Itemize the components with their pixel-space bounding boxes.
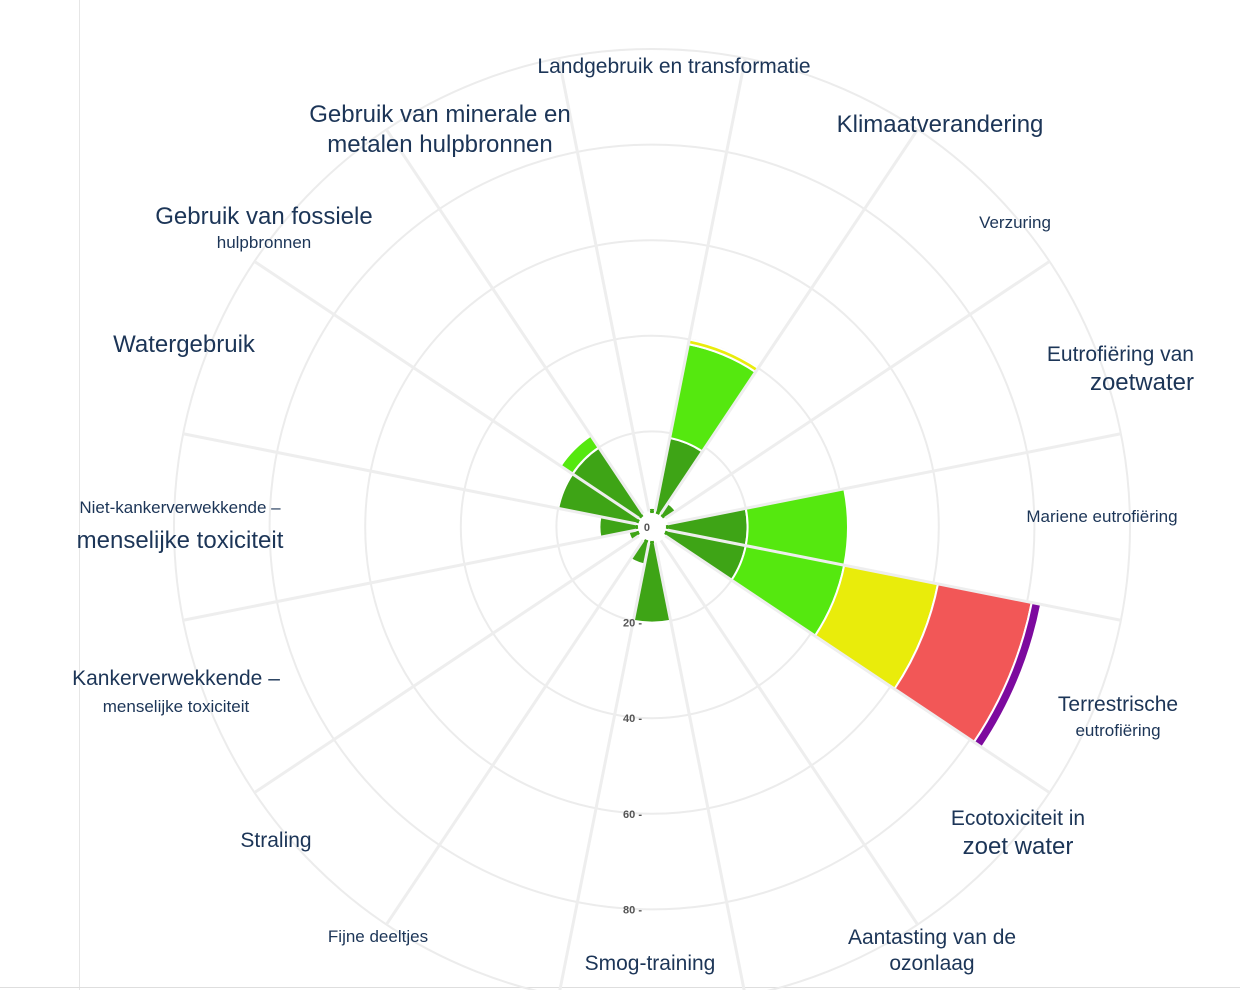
spoke-line [664,534,1051,794]
spoke-line [182,432,637,526]
spoke-line [182,528,637,622]
category-label-ecotoxiciteit: Ecotoxiciteit in zoet water [950,807,1086,861]
page-left-rule [79,0,80,990]
radial-tick-label: 40 - [623,713,642,725]
spoke-line [558,542,651,990]
grid-ring [364,239,940,815]
grid-ring [173,48,1131,990]
category-label-mariene-eutrofiering: Mariene eutrofiëring [1026,507,1178,526]
category-label-ozonlaag: Aantasting van de ozonlaag [847,926,1017,976]
spoke-line [253,260,640,520]
category-label-kankerverwekkend: Kankerverwekkende – menselijke toxicitei… [72,667,280,717]
grid-ring [268,143,1036,911]
category-label-fijne-deeltjes: Fijne deeltjes [327,927,429,946]
radial-grid [173,48,1131,990]
center-hub [638,513,666,541]
spoke-line [385,539,645,926]
spoke-line [667,528,1122,622]
radial-tick-label: 0 [644,522,650,534]
category-label-eutrofiering-zoetwater: Eutrofiëring van zoetwater [1046,343,1194,397]
spoke-line [659,128,919,515]
spoke-lines [182,57,1122,990]
spoke-line [667,432,1122,526]
category-label-fossiele-hulpbronnen: Gebruik van fossiele hulpbronnen [155,203,373,252]
chart-bars [557,338,1043,749]
spoke-line [664,260,1051,520]
category-label-smog: Smog-training [584,952,716,975]
category-label-terrestrische-eutrofiering: Terrestrische eutrofiëring [1057,693,1179,741]
radial-tick-label: 20 - [623,618,642,630]
radial-tick-labels: 0 20 - 40 - 60 - 80 - [623,522,650,916]
category-label-straling: Straling [240,829,312,852]
category-label-niet-kankerverwekkend: Niet-kankerverwekkende – menselijke toxi… [76,498,284,555]
radial-tick-label: 80 - [623,904,642,916]
spoke-line [653,542,746,990]
page-bottom-rule [0,987,1240,988]
spoke-line [557,57,651,512]
radial-tick-label: 60 - [623,809,642,821]
category-label-verzuring: Verzuring [979,213,1051,232]
spoke-line [659,539,919,926]
category-label-landgebruik: Landgebruik en transformatie [537,55,811,78]
spoke-line [385,128,645,515]
bar-segment [632,526,672,624]
category-label-watergebruik: Watergebruik [113,331,255,358]
spoke-line [253,534,640,794]
category-label-klimaatverandering: Klimaatverandering [836,111,1044,138]
spoke-line [653,57,747,512]
category-label-minerale-hulpbronnen: Gebruik van minerale en metalen hulpbron… [309,101,571,158]
